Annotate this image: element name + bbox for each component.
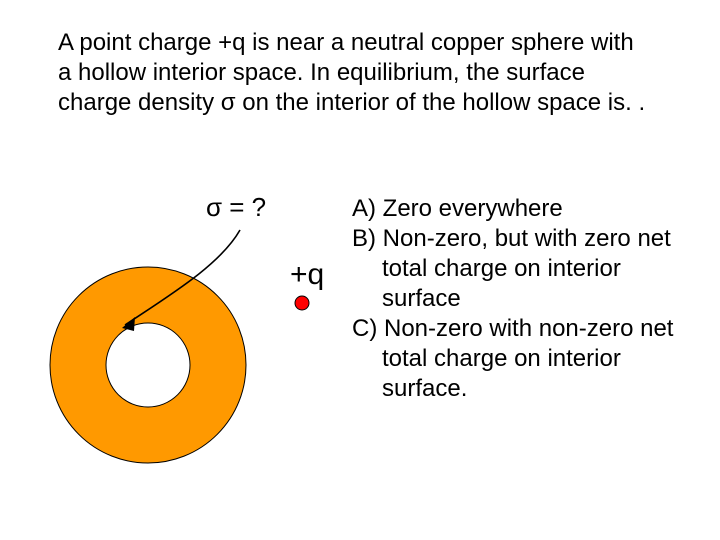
option-a: A) Zero everywhere bbox=[352, 194, 682, 224]
answer-options: A) Zero everywhere B) Non-zero, but with… bbox=[352, 194, 682, 404]
inner-cavity bbox=[106, 323, 190, 407]
charge-label: +q bbox=[290, 258, 324, 292]
option-c: C) Non-zero with non-zero net total char… bbox=[352, 314, 682, 404]
option-b: B) Non-zero, but with zero net total cha… bbox=[352, 224, 682, 314]
diagram bbox=[40, 195, 340, 475]
point-charge bbox=[295, 296, 309, 310]
question-text: A point charge +q is near a neutral copp… bbox=[58, 28, 648, 118]
